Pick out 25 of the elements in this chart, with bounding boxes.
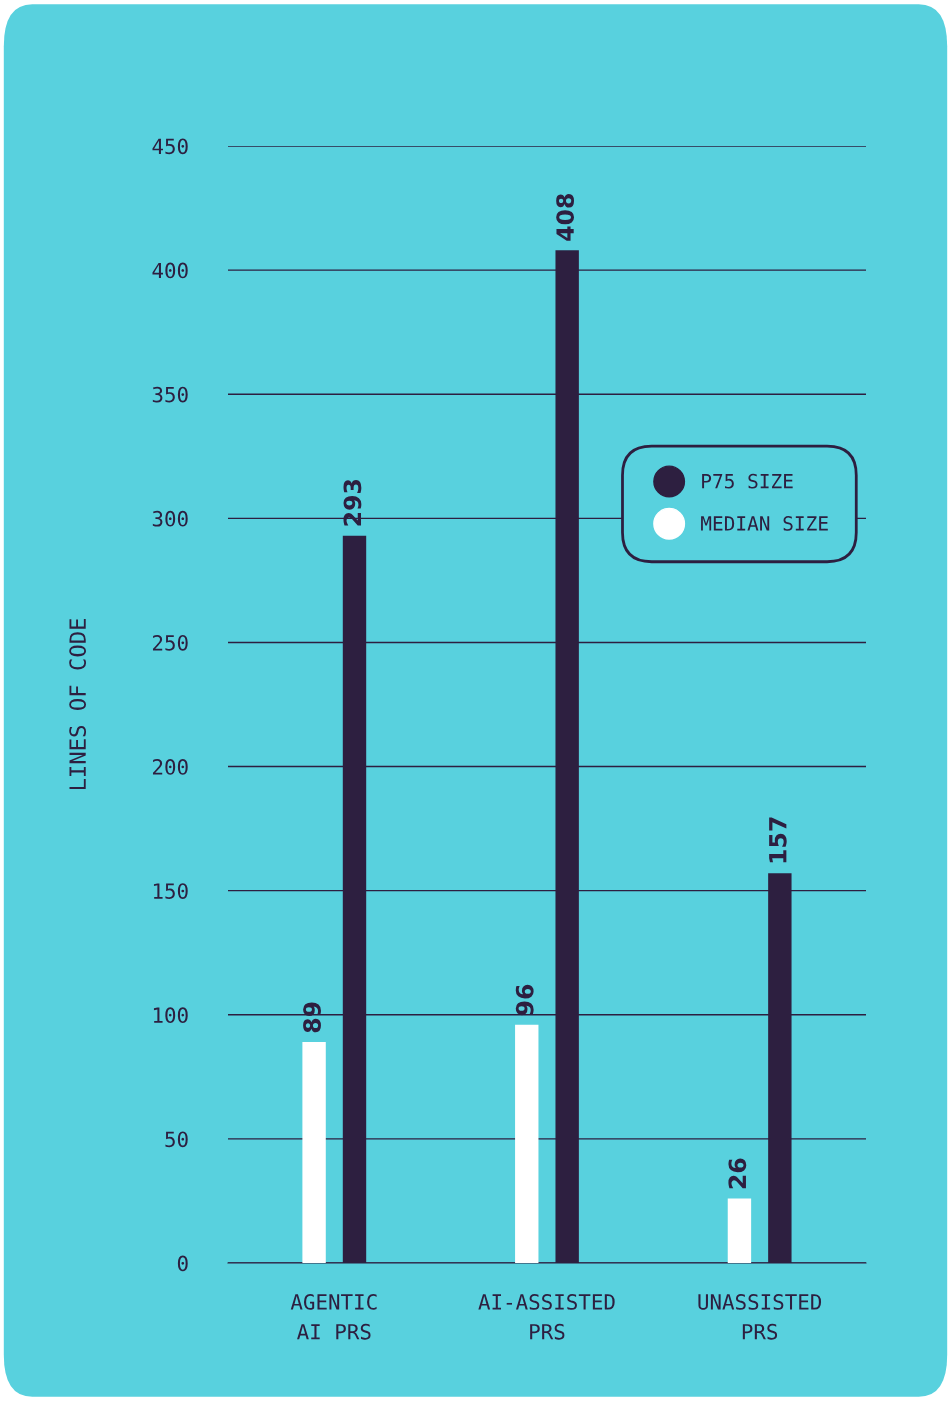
y-tick-label: 450 [152, 138, 188, 155]
data-label: 26 [728, 1158, 747, 1189]
y-axis-title: LINES OF CODE [69, 618, 87, 790]
data-label: 157 [769, 817, 787, 863]
data-label: 408 [556, 194, 575, 241]
bar [727, 1198, 752, 1263]
y-tick-label: 100 [153, 1007, 188, 1024]
y-tick-label: 150 [153, 883, 188, 899]
y-tick-label: 0 [177, 1255, 188, 1272]
y-tick-label: 50 [165, 1131, 188, 1148]
data-label: 293 [343, 479, 362, 526]
data-label: 96 [515, 984, 534, 1016]
legend-label: P75 SIZE [702, 473, 793, 489]
x-tick-label: UNASSISTED PRS [698, 1294, 822, 1340]
y-tick-label: 400 [152, 262, 188, 279]
x-tick-label: AI-ASSISTED PRS [478, 1294, 615, 1340]
x-tick-label: AGENTIC AI PRS [290, 1294, 377, 1340]
legend-label: MEDIAN SIZE [701, 516, 828, 531]
bar [302, 1042, 326, 1263]
y-tick-label: 350 [152, 386, 188, 403]
y-tick-label: 200 [152, 759, 188, 775]
bar [515, 1024, 539, 1263]
y-tick-label: 250 [152, 634, 188, 651]
y-tick-label: 300 [152, 510, 188, 527]
data-label: 89 [303, 1002, 321, 1033]
